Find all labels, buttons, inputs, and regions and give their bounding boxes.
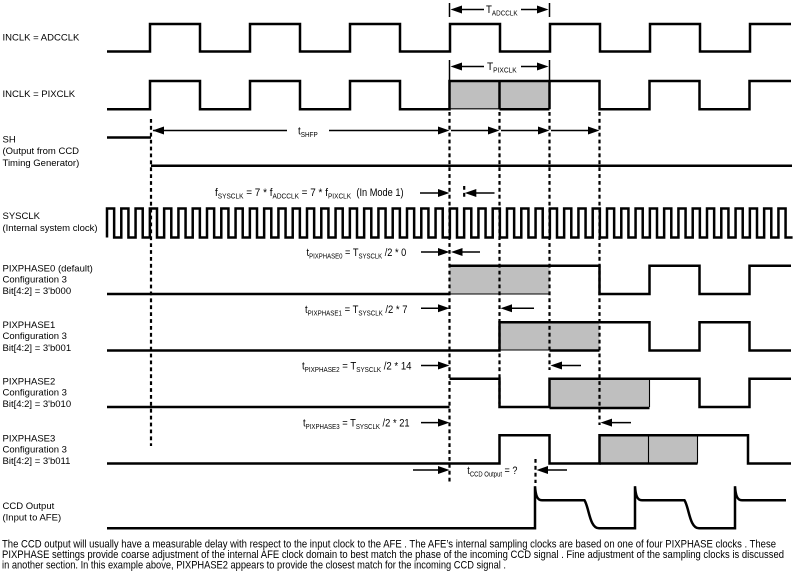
svg-text:Configuration 3: Configuration 3 [3,274,67,285]
svg-text:Bit[4:2] = 3'b000: Bit[4:2] = 3'b000 [3,286,72,297]
svg-text:Bit[4:2] = 3'b001: Bit[4:2] = 3'b001 [3,343,72,354]
svg-text:Configuration 3: Configuration 3 [3,331,67,342]
svg-text:PIXPHASE0 (default): PIXPHASE0 (default) [3,264,93,275]
svg-text:(Output from CCD: (Output from CCD [3,146,80,157]
svg-text:PIXPHASE3: PIXPHASE3 [3,433,56,444]
svg-text:INCLK = PIXCLK: INCLK = PIXCLK [3,89,76,100]
svg-text:in another section. In this ex: in another section. In this example abov… [2,560,506,572]
svg-text:(Internal system clock): (Internal system clock) [3,223,98,234]
svg-text:Bit[4:2] = 3'b011: Bit[4:2] = 3'b011 [3,456,71,467]
svg-text:The CCD output will usually ha: The CCD output will usually have a measu… [2,538,776,550]
svg-text:tCCD Output = ?: tCCD Output = ? [467,465,517,478]
svg-text:CCD Output: CCD Output [3,501,55,512]
svg-text:PIXPHASE1: PIXPHASE1 [3,320,56,331]
svg-text:INCLK = ADCCLK: INCLK = ADCCLK [3,32,80,43]
svg-text:Configuration 3: Configuration 3 [3,444,67,455]
svg-text:tSHFP: tSHFP [298,126,318,139]
svg-text:tPIXPHASE2 = TSYSCLK /2 * 14: tPIXPHASE2 = TSYSCLK /2 * 14 [302,361,412,374]
svg-text:SYSCLK: SYSCLK [3,211,41,222]
svg-text:Bit[4:2] = 3'b010: Bit[4:2] = 3'b010 [3,399,72,410]
svg-text:TPIXCLK: TPIXCLK [487,61,517,75]
svg-text:tPIXPHASE0 = TSYSCLK /2 * 0: tPIXPHASE0 = TSYSCLK /2 * 0 [307,247,407,260]
svg-text:tPIXPHASE3 = TSYSCLK /2 * 21: tPIXPHASE3 = TSYSCLK /2 * 21 [303,418,410,431]
svg-text:Configuration 3: Configuration 3 [3,388,67,399]
svg-text:TADCCLK: TADCCLK [486,5,518,18]
svg-text:PIXPHASE2: PIXPHASE2 [3,377,56,388]
svg-text:SH: SH [3,135,16,146]
svg-text:PIXPHASE settings provide coar: PIXPHASE settings provide coarse adjustm… [2,549,784,561]
svg-text:Timing Generator): Timing Generator) [3,158,80,169]
svg-text:(In Mode 1): (In Mode 1) [356,187,403,199]
svg-text:(Input to AFE): (Input to AFE) [3,513,62,524]
svg-text:fSYSCLK = 7 * fADCCLK = 7 * fP: fSYSCLK = 7 * fADCCLK = 7 * fPIXCLK [215,188,352,201]
svg-text:tPIXPHASE1 = TSYSCLK /2 * 7: tPIXPHASE1 = TSYSCLK /2 * 7 [305,304,408,317]
